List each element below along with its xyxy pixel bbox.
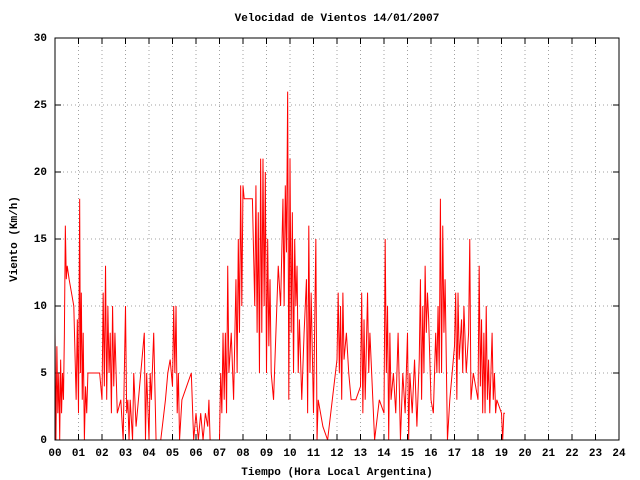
x-tick-label: 05	[166, 448, 180, 460]
x-tick-label: 04	[142, 448, 156, 460]
y-axis-label: Viento (Km/h)	[9, 196, 21, 282]
x-axis-label: Tiempo (Hora Local Argentina)	[241, 467, 432, 479]
x-tick-label: 17	[448, 448, 461, 460]
x-tick-label: 11	[307, 448, 321, 460]
y-tick-label: 15	[34, 234, 48, 246]
x-tick-label: 23	[589, 448, 603, 460]
x-tick-label: 16	[424, 448, 437, 460]
y-tick-label: 0	[40, 435, 47, 447]
x-tick-label: 07	[213, 448, 226, 460]
chart-title: Velocidad de Vientos 14/01/2007	[235, 13, 440, 25]
x-tick-label: 22	[565, 448, 578, 460]
y-tick-label: 5	[40, 368, 47, 380]
x-tick-label: 12	[330, 448, 343, 460]
x-tick-label: 00	[48, 448, 61, 460]
y-tick-label: 30	[34, 33, 47, 45]
x-tick-label: 24	[612, 448, 626, 460]
x-tick-label: 09	[260, 448, 273, 460]
x-tick-label: 06	[189, 448, 202, 460]
y-tick-label: 20	[34, 167, 47, 179]
x-tick-label: 15	[401, 448, 415, 460]
x-tick-label: 13	[354, 448, 368, 460]
data-line	[54, 91, 506, 441]
x-tick-label: 03	[119, 448, 133, 460]
x-tick-label: 21	[542, 448, 556, 460]
x-tick-label: 08	[236, 448, 250, 460]
x-tick-label: 19	[495, 448, 508, 460]
x-tick-label: 02	[95, 448, 108, 460]
x-tick-label: 20	[518, 448, 531, 460]
y-tick-label: 25	[34, 100, 48, 112]
x-tick-label: 18	[471, 448, 485, 460]
y-tick-label: 10	[34, 301, 47, 313]
plot-border	[54, 37, 620, 441]
x-tick-label: 01	[72, 448, 86, 460]
x-tick-label: 14	[377, 448, 391, 460]
x-tick-label: 10	[283, 448, 296, 460]
